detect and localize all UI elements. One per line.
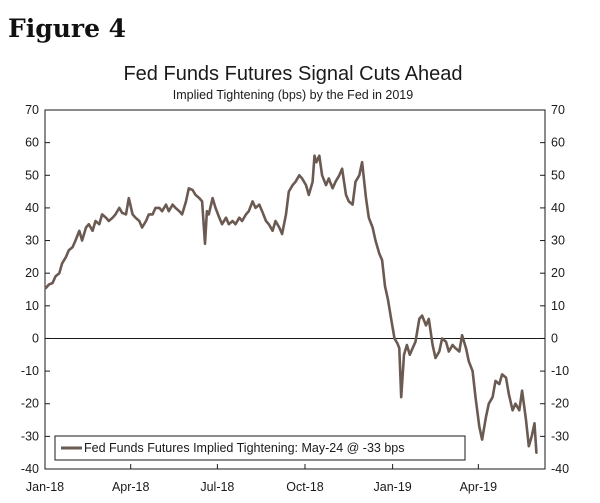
y-tick-label-right: 20 xyxy=(551,266,565,280)
y-tick-label-left: -10 xyxy=(21,364,39,378)
plot-frame xyxy=(44,109,546,470)
y-tick-label-left: -30 xyxy=(21,429,39,443)
x-tick-label: Oct-18 xyxy=(286,480,324,494)
y-tick-label-left: 60 xyxy=(25,136,39,150)
y-tick-label-right: -20 xyxy=(551,397,569,411)
y-tick-label-right: -10 xyxy=(551,364,569,378)
x-tick-label: Apr-19 xyxy=(460,480,498,494)
y-tick-label-right: 60 xyxy=(551,136,565,150)
x-tick-label: Jan-19 xyxy=(374,480,412,494)
series-line xyxy=(44,154,538,455)
chart-series xyxy=(44,154,538,455)
y-tick-label-right: 40 xyxy=(551,201,565,215)
y-tick-label-left: 30 xyxy=(25,234,39,248)
chart-title: Fed Funds Futures Signal Cuts Ahead xyxy=(123,63,462,85)
legend-label: Fed Funds Futures Implied Tightening: Ma… xyxy=(84,441,404,455)
y-tick-label-left: -40 xyxy=(21,462,39,476)
chart-subtitle: Implied Tightening (bps) by the Fed in 2… xyxy=(173,88,413,102)
chart-legend: Fed Funds Futures Implied Tightening: Ma… xyxy=(54,435,466,461)
y-tick-label-left: 0 xyxy=(32,331,39,345)
y-tick-label-right: 50 xyxy=(551,168,565,182)
y-tick-label-left: -20 xyxy=(21,397,39,411)
y-tick-label-left: 50 xyxy=(25,168,39,182)
x-tick-label: Jan-18 xyxy=(26,480,64,494)
y-tick-label-left: 20 xyxy=(25,266,39,280)
chart-axes: 70 70 60 60 50 50 40 40 30 30 20 20 10 10 0 0 -10 -10 -20 -… xyxy=(21,103,569,494)
y-tick-label-left: 40 xyxy=(25,201,39,215)
x-tick-label: Jul-18 xyxy=(200,480,234,494)
x-tick-label: Apr-18 xyxy=(112,480,150,494)
figure-label: Figure 4 xyxy=(8,14,127,43)
y-tick-label-right: -30 xyxy=(551,429,569,443)
legend-box xyxy=(54,435,466,461)
y-tick-label-right: 30 xyxy=(551,234,565,248)
y-tick-label-left: 10 xyxy=(25,299,39,313)
y-tick-label-right: 70 xyxy=(551,103,565,117)
y-tick-label-left: 70 xyxy=(25,103,39,117)
y-tick-label-right: 10 xyxy=(551,299,565,313)
y-tick-label-right: 0 xyxy=(551,331,558,345)
y-tick-label-right: -40 xyxy=(551,462,569,476)
